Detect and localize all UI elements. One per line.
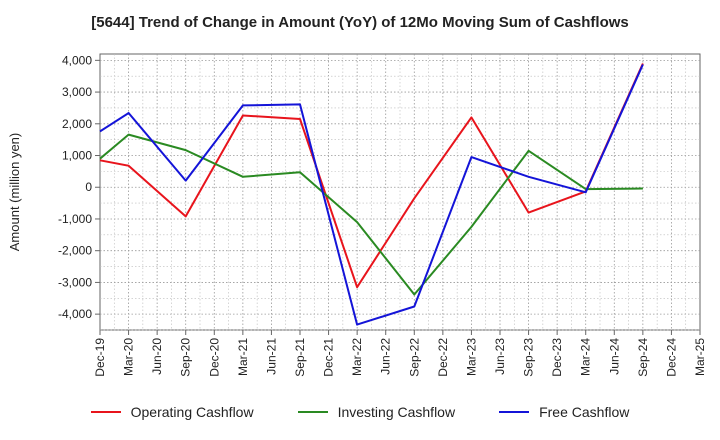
y-tick-label: 3,000 [62, 85, 92, 99]
x-tick-label: Sep-20 [179, 338, 193, 377]
legend-item-investing-cashflow: Investing Cashflow [297, 404, 456, 420]
x-tick-label: Jun-21 [264, 338, 278, 375]
x-tick-label: Jun-20 [150, 338, 164, 375]
y-tick-label: -1,000 [58, 212, 92, 226]
grid-lines [100, 54, 700, 331]
y-axis-ticks: 4,000 3,000 2,000 1,000 0 -1,000 -2,000 -3,000 -… [58, 53, 100, 321]
series-line-investing-cashflow [99, 133, 643, 296]
x-tick-label: Mar-23 [464, 338, 478, 376]
y-tick-label: -3,000 [58, 275, 92, 289]
x-tick-label: Jun-24 [607, 338, 621, 375]
x-tick-label: Sep-21 [293, 338, 307, 377]
x-tick-label: Jun-22 [379, 338, 393, 375]
series-line-operating-cashflow [99, 63, 644, 289]
legend-label-free: Free Cashflow [539, 404, 630, 420]
x-tick-label: Sep-23 [522, 338, 536, 377]
y-tick-label: 2,000 [62, 117, 92, 131]
legend-label-investing: Investing Cashflow [337, 404, 456, 420]
x-tick-label: Dec-20 [207, 338, 221, 377]
x-tick-label: Dec-19 [93, 338, 107, 377]
y-tick-label: 1,000 [62, 149, 92, 163]
legend-item-free-cashflow: Free Cashflow [499, 404, 629, 420]
x-tick-label: Sep-24 [636, 338, 650, 377]
y-tick-label: -4,000 [58, 307, 92, 321]
x-tick-label: Mar-24 [579, 338, 593, 376]
x-tick-label: Jun-23 [493, 338, 507, 375]
series-line-free-cashflow [99, 64, 644, 326]
x-tick-label: Dec-22 [436, 338, 450, 377]
legend: Operating Cashflow Investing Cashflow Fr… [0, 404, 720, 420]
x-axis-ticks: Dec-19 Mar-20 Jun-20 Sep-20 Dec-20 Mar-21 Jun-… [93, 330, 707, 377]
x-tick-label: Mar-25 [693, 338, 707, 376]
legend-item-operating-cashflow: Operating Cashflow [90, 404, 254, 420]
x-tick-label: Mar-22 [350, 338, 364, 376]
x-tick-label: Mar-20 [122, 338, 136, 376]
x-tick-label: Sep-22 [407, 338, 421, 377]
legend-swatch-operating [90, 411, 121, 413]
series-lines [99, 63, 644, 326]
y-tick-label: 4,000 [62, 53, 92, 67]
y-tick-label: 0 [85, 180, 92, 194]
legend-label-operating: Operating Cashflow [130, 404, 254, 420]
x-tick-label: Mar-21 [236, 338, 250, 376]
legend-swatch-investing [297, 411, 328, 413]
y-axis-label: Amount (million yen) [7, 133, 22, 252]
y-tick-label: -2,000 [58, 244, 92, 258]
x-tick-label: Dec-21 [322, 338, 336, 377]
x-tick-label: Dec-23 [550, 338, 564, 377]
chart-title: [5644] Trend of Change in Amount (YoY) o… [91, 14, 629, 31]
x-tick-label: Dec-24 [664, 338, 678, 377]
legend-swatch-free [499, 411, 530, 413]
